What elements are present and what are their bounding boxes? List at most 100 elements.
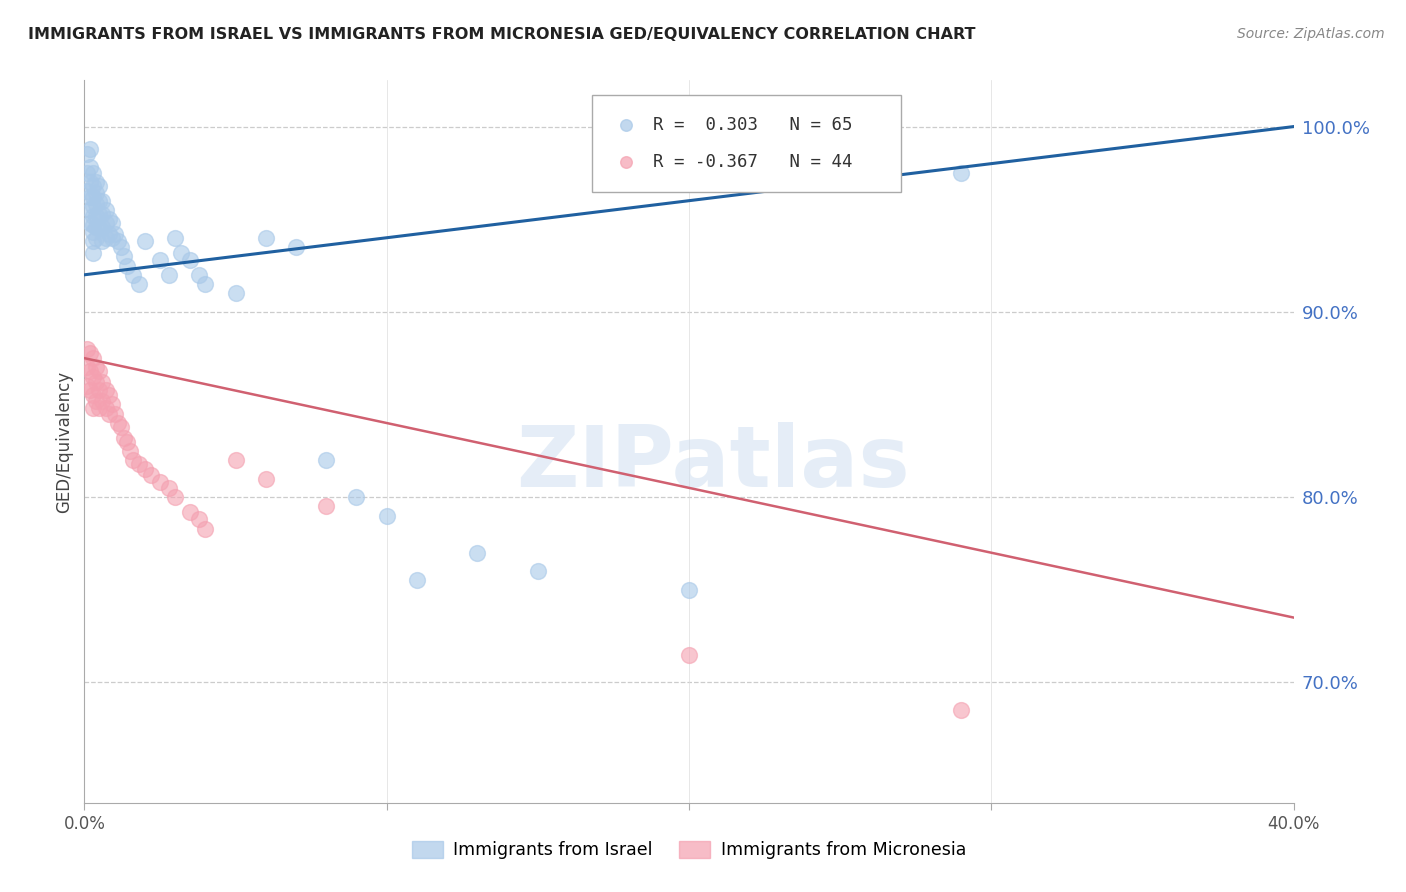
Point [100,231,122,245]
Point [89,401,111,416]
Point [82,225,104,239]
Point [79,216,101,230]
Point [86,360,108,375]
Point [950,703,973,717]
Point [678,648,700,662]
Point [86,393,108,408]
Point [107,235,129,249]
Point [82,401,104,416]
Point [121,268,143,282]
Point [94,401,117,416]
Point [94,202,117,217]
Point [91,207,114,221]
Point [149,252,172,267]
Point [82,209,104,223]
Text: R =  0.303   N = 65: R = 0.303 N = 65 [652,116,852,134]
Point [254,472,277,486]
Point [346,490,368,504]
Legend: Immigrants from Israel, Immigrants from Micronesia: Immigrants from Israel, Immigrants from … [405,834,973,866]
Point [188,512,211,526]
Point [76,342,98,356]
Point [91,219,114,234]
Point [91,376,114,390]
Point [82,388,104,402]
Point [94,216,117,230]
Point [76,360,98,375]
Point [94,383,117,397]
Point [89,207,111,221]
Point [315,453,337,467]
Text: R = -0.367   N = 44: R = -0.367 N = 44 [652,153,852,170]
Point [91,194,114,208]
Point [112,249,135,263]
Point [406,574,429,588]
Point [134,462,156,476]
Point [76,166,98,180]
Point [188,268,211,282]
Point [128,457,150,471]
Point [89,383,111,397]
Point [76,379,98,393]
Point [79,142,101,156]
Point [97,407,120,421]
Point [225,286,247,301]
Point [128,277,150,291]
Y-axis label: GED/Equivalency: GED/Equivalency [55,370,73,513]
Point [104,407,127,421]
Point [165,231,187,245]
Point [79,202,101,217]
Point [89,194,111,208]
Point [194,522,217,536]
Point [76,185,98,199]
Point [82,351,104,366]
Point [86,197,108,211]
Point [121,453,143,467]
Point [82,369,104,384]
Point [76,147,98,161]
Point [678,582,700,597]
Point [118,443,141,458]
Text: Source: ZipAtlas.com: Source: ZipAtlas.com [1237,27,1385,41]
Point [86,231,108,245]
Point [225,453,247,467]
Point [115,259,138,273]
Point [94,231,117,245]
Point [82,245,104,260]
Point [97,212,120,227]
Point [97,388,120,402]
Point [170,245,193,260]
FancyBboxPatch shape [592,95,901,193]
Point [950,166,973,180]
Point [79,364,101,378]
Point [139,467,162,482]
Point [82,218,104,232]
Point [112,431,135,445]
Point [107,416,129,430]
Point [194,277,217,291]
Text: ZIPatlas: ZIPatlas [516,422,910,505]
Point [527,564,550,578]
Point [82,178,104,193]
Point [157,268,180,282]
Point [79,175,101,189]
Point [179,505,201,519]
Point [79,383,101,397]
Point [467,546,489,560]
Point [100,216,122,230]
Text: IMMIGRANTS FROM ISRAEL VS IMMIGRANTS FROM MICRONESIA GED/EQUIVALENCY CORRELATION: IMMIGRANTS FROM ISRAEL VS IMMIGRANTS FRO… [28,27,976,42]
Point [149,475,172,490]
Point [285,240,308,254]
Point [254,231,277,245]
Point [104,227,127,241]
Point [97,227,120,241]
Point [89,364,111,378]
Point [79,190,101,204]
Point [79,345,101,359]
Point [86,175,108,189]
Point [100,397,122,411]
Point [82,199,104,213]
Point [86,376,108,390]
Point [82,166,104,180]
Point [165,490,187,504]
Point [115,434,138,449]
